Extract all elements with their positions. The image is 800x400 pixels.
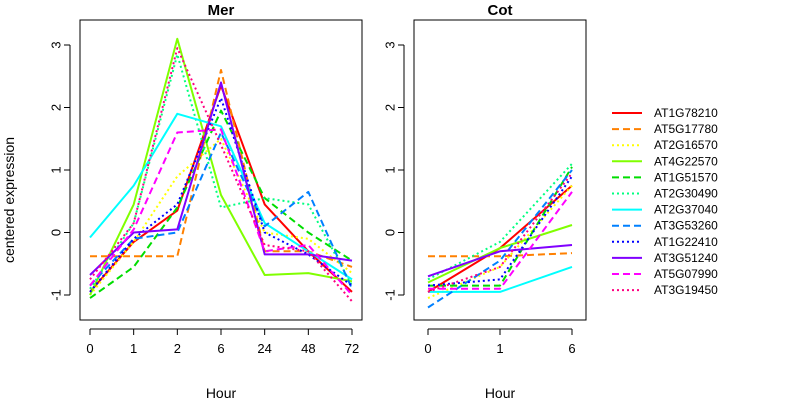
y-axis-title-group: centered expression	[1, 137, 17, 263]
series-line-at3g53260	[427, 169, 573, 309]
x-tick-label: 0	[86, 341, 93, 356]
series-line-at1g78210	[89, 84, 353, 293]
series-line-at1g51570	[428, 166, 573, 287]
panel-cot: Cot 0 1 6 Hour -1 0 1 2 3	[383, 2, 587, 400]
series-line-at2g30490	[89, 53, 353, 290]
legend-label: AT5G17780	[654, 122, 718, 136]
x-tick-label: 0	[424, 341, 431, 356]
legend-label: AT3G19450	[654, 283, 718, 297]
y-tick-label: 1	[383, 166, 398, 173]
x-tick-label: 24	[257, 341, 271, 356]
series-line-at3g51240	[427, 244, 573, 278]
y-tick-label: -1	[49, 289, 64, 301]
x-tick-label: 72	[345, 341, 359, 356]
series-line-at3g19450	[89, 47, 353, 302]
x-tick-label: 6	[217, 341, 224, 356]
series-line-at2g30490	[427, 163, 573, 281]
legend-label: AT1G22410	[654, 235, 718, 249]
series-line-at3g19450	[427, 172, 573, 293]
plot-frame	[79, 19, 363, 321]
y-tick-label: 1	[49, 166, 64, 173]
series-line-at5g17780	[428, 252, 573, 258]
series-line-at1g51570	[89, 109, 353, 299]
series-line-at5g07990	[428, 191, 573, 290]
legend-label: AT2G30490	[654, 187, 718, 201]
x-tick-label: 1	[496, 341, 503, 356]
legend-label: AT3G53260	[654, 219, 718, 233]
legend-label: AT1G51570	[654, 170, 718, 184]
x-axis-title: Hour	[206, 385, 237, 400]
series-line-at2g16570	[89, 137, 353, 296]
x-tick-label: 2	[174, 341, 181, 356]
y-tick-label: 2	[49, 104, 64, 111]
legend-label: AT3G51240	[654, 251, 718, 265]
x-tick-label: 48	[301, 341, 315, 356]
series-line-at3g53260	[89, 131, 353, 290]
x-tick-label: 1	[130, 341, 137, 356]
panel-mer: Mer 0 1 2 6 24 48 72 Hour -1 0 1 2 3	[49, 2, 363, 400]
legend-label: AT5G07990	[654, 267, 718, 281]
y-tick-label: 3	[383, 41, 398, 48]
legend: AT1G78210 AT5G17780 AT2G16570 AT4G22570 AT1G…	[612, 106, 718, 297]
x-axis-title: Hour	[485, 385, 516, 400]
legend-label: AT2G16570	[654, 138, 718, 152]
x-tick-label: 6	[568, 341, 575, 356]
y-tick-label: -1	[383, 289, 398, 301]
series-line-at2g16570	[427, 184, 573, 300]
y-tick-label: 2	[383, 104, 398, 111]
y-axis-title: centered expression	[1, 137, 17, 263]
series-line-at3g51240	[89, 81, 353, 276]
series-line-at4g22570	[89, 37, 353, 296]
y-tick-label: 3	[49, 41, 64, 48]
legend-label: AT2G37040	[654, 203, 718, 217]
panel-title: Cot	[488, 2, 513, 19]
panel-title: Mer	[208, 2, 235, 19]
y-tick-label: 0	[49, 229, 64, 236]
series-line-at5g07990	[89, 128, 353, 296]
y-tick-label: 0	[383, 229, 398, 236]
legend-label: AT1G78210	[654, 106, 718, 120]
plot-frame	[413, 19, 587, 321]
legend-label: AT4G22570	[654, 154, 718, 168]
series-line-at4g22570	[427, 224, 573, 284]
series-line-at1g22410	[427, 175, 573, 287]
